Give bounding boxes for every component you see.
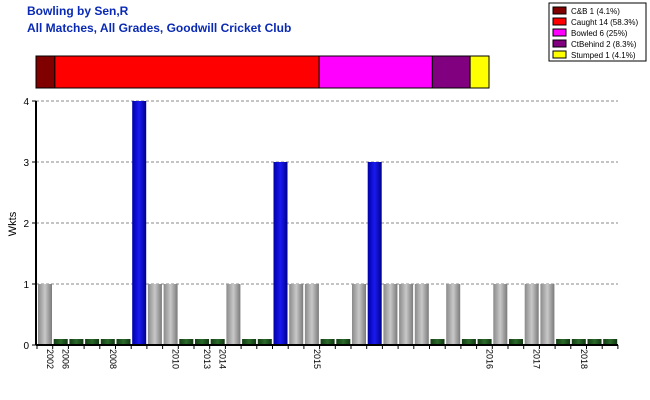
x-tick-label: 2006	[61, 349, 71, 369]
x-axis-ticks: 2002 2006 2008 2010 2013 2014 2015 2016 2017 2018	[36, 345, 619, 369]
dismissal-segment	[431, 55, 471, 89]
bar	[38, 284, 52, 345]
bar	[53, 339, 68, 345]
y-axis-label: Wkts	[7, 211, 19, 236]
bar-series	[38, 101, 618, 345]
bar	[85, 339, 100, 345]
y-tick-label: 3	[23, 158, 29, 169]
bar	[540, 284, 555, 345]
bar	[461, 339, 476, 345]
chart-title: Bowling by Sen,R	[27, 4, 129, 18]
dismissal-segment	[54, 55, 320, 89]
bar	[446, 284, 461, 345]
bar	[132, 101, 147, 345]
bar	[571, 339, 586, 345]
bar	[179, 339, 194, 345]
dismissal-stacked-bar	[35, 55, 490, 89]
bar	[69, 339, 84, 345]
x-tick-label: 2002	[45, 349, 55, 369]
dismissal-segment	[469, 55, 490, 89]
legend-entry: Bowled 6 (25%)	[571, 29, 628, 38]
bar	[524, 284, 539, 345]
legend-entry: C&B 1 (4.1%)	[571, 7, 620, 16]
legend-entry: Stumped 1 (4.1%)	[571, 51, 636, 60]
x-tick-label: 2014	[218, 349, 228, 369]
legend-swatch	[552, 17, 567, 26]
bar	[304, 284, 319, 345]
y-tick-label: 1	[23, 280, 29, 291]
y-tick-label: 4	[23, 97, 29, 108]
legend: C&B 1 (4.1%) Caught 14 (58.3%) Bowled 6 (2…	[548, 2, 647, 62]
bar	[603, 339, 618, 345]
bar	[273, 162, 288, 345]
bar	[430, 339, 445, 345]
bar	[352, 284, 366, 345]
bar	[320, 339, 335, 345]
x-tick-label: 2018	[579, 349, 589, 369]
grid-lines	[36, 100, 618, 285]
bar	[226, 284, 241, 345]
legend-swatch	[552, 50, 567, 59]
bar	[477, 339, 492, 345]
x-tick-label: 2013	[202, 349, 212, 369]
y-tick-label: 0	[23, 341, 29, 352]
x-tick-label: 2016	[485, 349, 495, 369]
bar	[414, 284, 429, 345]
bar	[383, 284, 398, 345]
bar	[163, 284, 178, 345]
bar	[147, 284, 162, 345]
legend-swatch	[552, 6, 567, 15]
bar	[367, 162, 382, 345]
x-tick-label: 2008	[108, 349, 118, 369]
dismissal-segment	[35, 55, 56, 89]
bar	[289, 284, 304, 345]
bar	[509, 339, 523, 345]
x-tick-label: 2015	[312, 349, 322, 369]
bar	[195, 339, 209, 345]
x-tick-label: 2017	[532, 349, 542, 369]
legend-swatch	[552, 39, 567, 48]
bar	[116, 339, 131, 345]
chart-subtitle: All Matches, All Grades, Goodwill Cricke…	[27, 21, 291, 35]
bar	[242, 339, 257, 345]
bar	[100, 339, 115, 345]
bar	[587, 339, 602, 345]
bar	[556, 339, 571, 345]
legend-entry: CtBehind 2 (8.3%)	[571, 40, 637, 49]
legend-swatch	[552, 28, 567, 37]
x-tick-label: 2010	[171, 349, 181, 369]
bar	[210, 339, 225, 345]
legend-entry: Caught 14 (58.3%)	[571, 18, 638, 27]
dismissal-segment	[318, 55, 433, 89]
bar	[336, 339, 351, 345]
bar	[257, 339, 272, 345]
y-tick-label: 2	[23, 219, 29, 230]
y-axis-ticks: 0 1 2 3 4	[23, 97, 36, 352]
bar	[399, 284, 414, 345]
bar	[493, 284, 508, 345]
